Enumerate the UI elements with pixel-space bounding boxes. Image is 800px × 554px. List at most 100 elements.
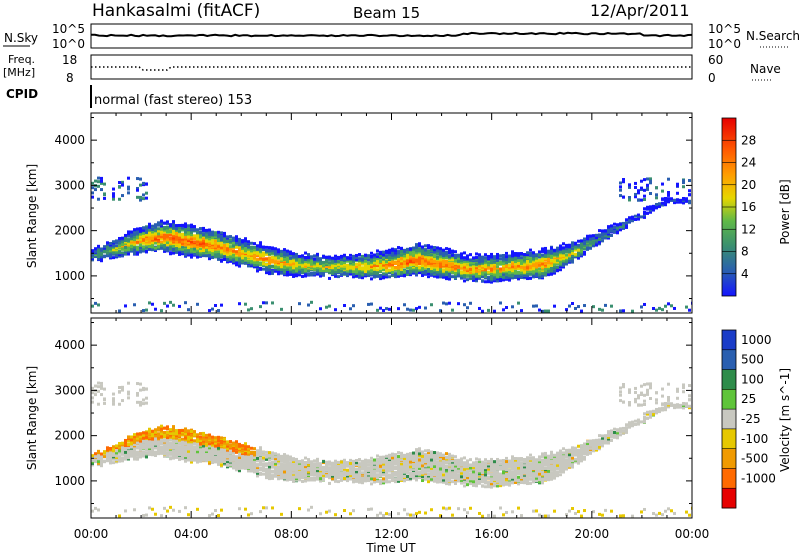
power-cell bbox=[595, 243, 598, 247]
power-cell bbox=[433, 257, 436, 261]
power-cell bbox=[388, 250, 391, 254]
power-cell bbox=[463, 275, 466, 279]
power-cell bbox=[469, 301, 472, 305]
power-cell bbox=[481, 261, 484, 265]
velocity-cell bbox=[184, 440, 187, 444]
power-cell bbox=[508, 267, 511, 271]
power-cell bbox=[448, 277, 451, 281]
power-cell bbox=[550, 254, 553, 258]
power-cell bbox=[223, 234, 226, 238]
power-cell bbox=[361, 254, 364, 258]
power-cell bbox=[676, 198, 679, 202]
power-cell bbox=[490, 280, 493, 284]
power-cell bbox=[547, 257, 550, 261]
velocity-cell bbox=[97, 457, 100, 461]
power-cell bbox=[238, 239, 241, 243]
power-cell bbox=[619, 309, 622, 313]
velocity-cell bbox=[214, 437, 217, 441]
power-cell bbox=[643, 215, 646, 219]
power-cell bbox=[499, 254, 502, 258]
power-cell bbox=[679, 198, 682, 202]
velocity-cell bbox=[172, 443, 175, 447]
velocity-cell bbox=[118, 390, 121, 394]
power-cell bbox=[427, 260, 430, 264]
power-cell bbox=[502, 268, 505, 272]
velocity-cell bbox=[214, 447, 217, 451]
power-cell bbox=[436, 260, 439, 264]
power-cell bbox=[190, 247, 193, 251]
power-cell bbox=[334, 259, 337, 263]
power-cell bbox=[184, 230, 187, 234]
power-cell bbox=[187, 235, 190, 239]
power-cell bbox=[631, 218, 634, 222]
power-cell bbox=[148, 224, 151, 228]
power-cell bbox=[214, 249, 217, 253]
power-cell bbox=[664, 199, 667, 203]
power-cell bbox=[268, 252, 271, 256]
velocity-cell bbox=[115, 446, 118, 450]
power-cell bbox=[445, 251, 448, 255]
power-cell bbox=[364, 270, 367, 274]
power-cell bbox=[112, 250, 115, 254]
power-cell bbox=[208, 254, 211, 258]
power-cell bbox=[649, 179, 652, 183]
power-cell bbox=[214, 231, 217, 235]
power-cell bbox=[457, 268, 460, 272]
power-cell bbox=[118, 185, 121, 189]
power-cell bbox=[655, 193, 658, 197]
power-cell bbox=[130, 245, 133, 249]
power-cell bbox=[163, 241, 166, 245]
power-cell bbox=[652, 306, 655, 310]
power-cell bbox=[223, 256, 226, 260]
power-cell bbox=[544, 268, 547, 272]
power-cell bbox=[619, 185, 622, 189]
power-cell bbox=[373, 253, 376, 257]
power-cell bbox=[133, 250, 136, 254]
power-cell bbox=[112, 194, 115, 198]
power-cell bbox=[175, 227, 178, 231]
power-cell bbox=[628, 219, 631, 223]
power-cell bbox=[664, 304, 667, 308]
power-cell bbox=[472, 276, 475, 280]
power-cell bbox=[529, 261, 532, 265]
velocity-cell bbox=[190, 435, 193, 439]
power-cell bbox=[520, 261, 523, 265]
power-cell bbox=[601, 236, 604, 240]
velocity-cell bbox=[100, 458, 103, 462]
power-cell bbox=[427, 246, 430, 250]
power-cell bbox=[514, 257, 517, 261]
power-cell bbox=[661, 308, 664, 312]
power-cell bbox=[514, 269, 517, 273]
power-cell bbox=[397, 246, 400, 250]
power-cell bbox=[424, 252, 427, 256]
power-cell bbox=[328, 263, 331, 267]
power-cell bbox=[160, 219, 163, 223]
power-cell bbox=[640, 179, 643, 183]
power-cell bbox=[253, 263, 256, 267]
power-cell bbox=[499, 267, 502, 271]
power-cell bbox=[172, 222, 175, 226]
power-cell bbox=[553, 260, 556, 264]
power-cell bbox=[547, 261, 550, 265]
power-cb-label: 4 bbox=[741, 267, 749, 281]
power-cell bbox=[421, 259, 424, 263]
power-cell bbox=[682, 181, 685, 185]
velocity-cell bbox=[220, 463, 223, 467]
nave-label: Nave bbox=[750, 62, 781, 76]
power-cell bbox=[418, 259, 421, 263]
velocity-cell bbox=[118, 444, 121, 448]
power-cell bbox=[472, 278, 475, 282]
velocity-cell bbox=[190, 452, 193, 456]
power-cell bbox=[619, 188, 622, 192]
power-cell bbox=[391, 269, 394, 273]
power-cell bbox=[142, 197, 145, 201]
power-cell bbox=[205, 241, 208, 245]
power-cell bbox=[163, 221, 166, 225]
power-cell bbox=[154, 228, 157, 232]
power-cell bbox=[205, 228, 208, 232]
power-cell bbox=[163, 249, 166, 253]
power-cell bbox=[529, 266, 532, 270]
power-cell bbox=[277, 260, 280, 264]
power-cell bbox=[505, 267, 508, 271]
velocity-cell bbox=[226, 444, 229, 448]
